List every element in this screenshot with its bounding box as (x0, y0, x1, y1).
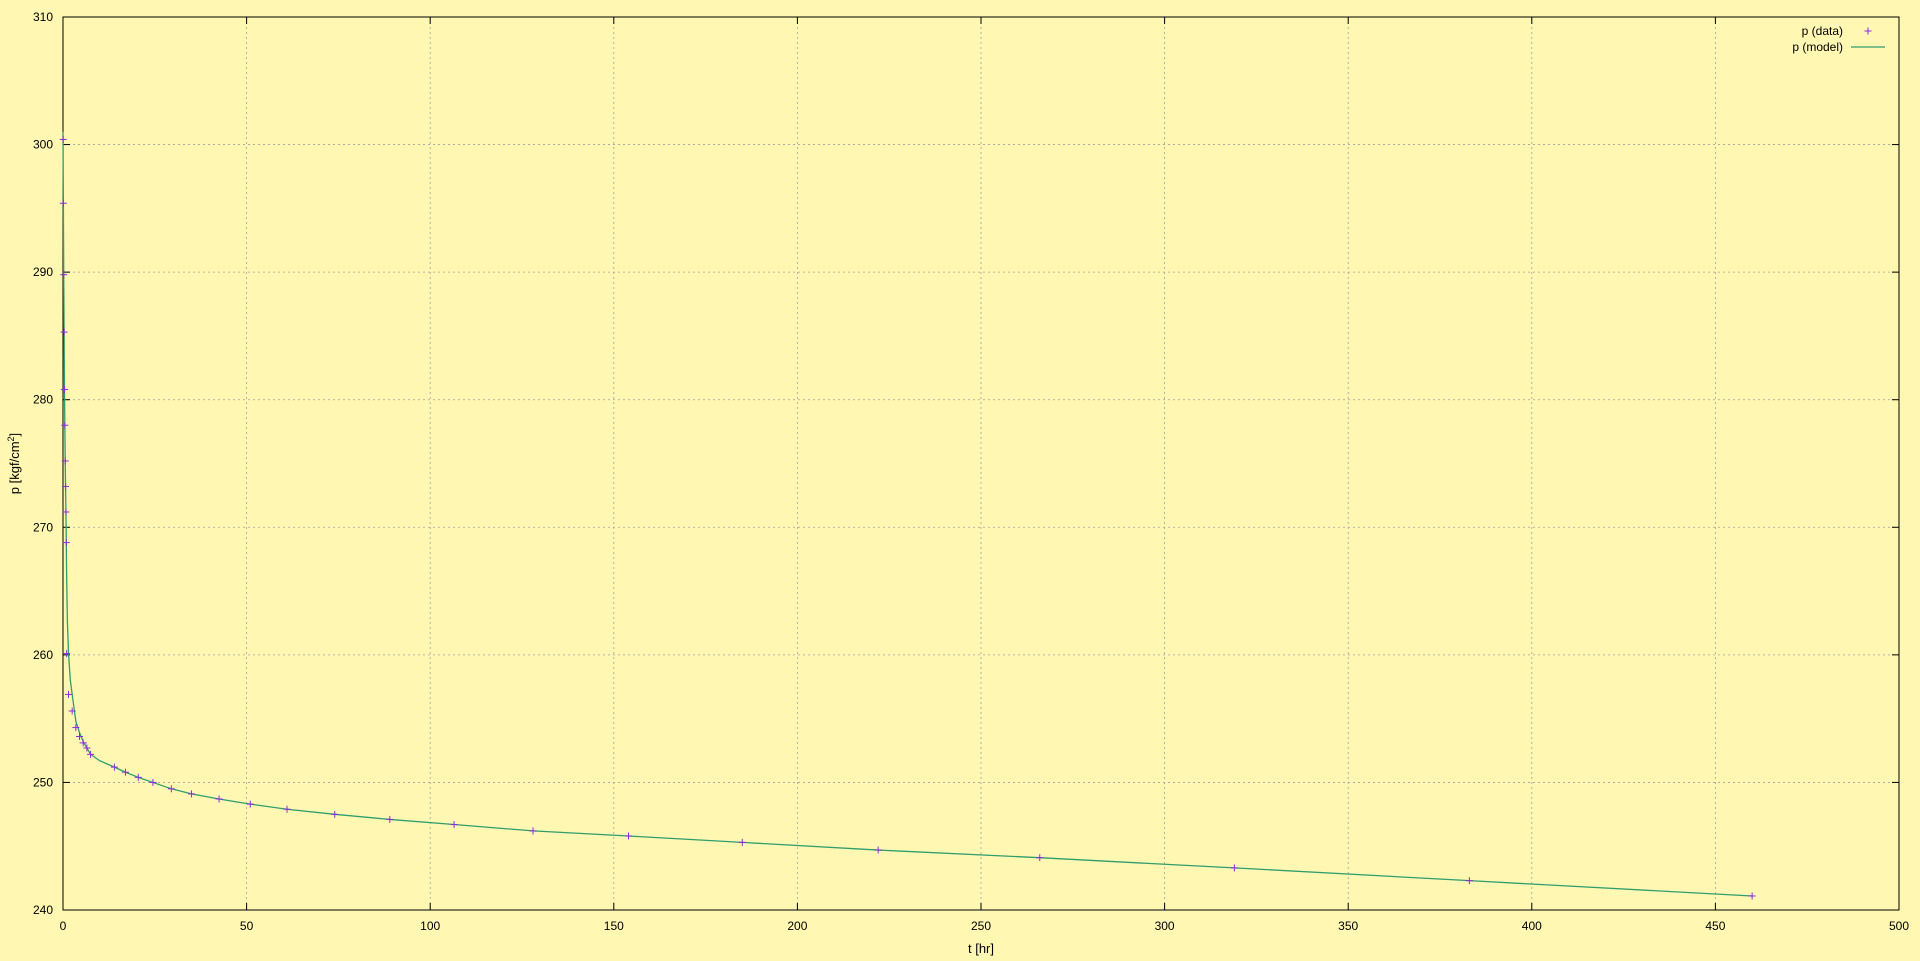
axis-ticks: 0 50 100 150 200 250 300 350 400 450 500 240 250 260 2… (33, 10, 1909, 933)
x-tick-label: 50 (240, 919, 254, 933)
data-point (1748, 892, 1756, 900)
y-tick-label: 280 (33, 393, 53, 407)
grid-lines (63, 17, 1899, 910)
data-point (529, 827, 537, 835)
data-point (61, 457, 69, 465)
x-tick-label: 100 (420, 919, 440, 933)
x-tick-label: 300 (1155, 919, 1175, 933)
y-tick-label: 290 (33, 265, 53, 279)
data-point (188, 790, 196, 798)
data-point (874, 846, 882, 854)
data-point (79, 739, 87, 747)
data-point (72, 724, 80, 732)
legend-key-data (1864, 27, 1872, 35)
data-point (134, 773, 142, 781)
data-point (1230, 864, 1238, 872)
data-point (60, 328, 68, 336)
data-point (65, 690, 73, 698)
x-tick-label: 400 (1522, 919, 1542, 933)
legend-label-data: p (data) (1802, 24, 1843, 38)
data-point (60, 271, 68, 279)
data-point (68, 707, 76, 715)
y-axis-label-superscript: 2 (6, 436, 16, 441)
x-tick-label: 0 (60, 919, 67, 933)
x-tick-label: 450 (1705, 919, 1725, 933)
y-tick-label: 300 (33, 138, 53, 152)
data-point (62, 482, 70, 490)
x-tick-label: 200 (787, 919, 807, 933)
y-tick-label: 240 (33, 903, 53, 917)
data-point (386, 815, 394, 823)
data-point (59, 135, 67, 143)
legend: p (data) p (model) (1792, 24, 1885, 54)
y-tick-label: 310 (33, 10, 53, 24)
model-series (62, 131, 1753, 897)
legend-label-model: p (model) (1792, 40, 1843, 54)
x-tick-label: 250 (971, 919, 991, 933)
y-tick-label: 270 (33, 520, 53, 534)
data-point (450, 821, 458, 829)
x-tick-label: 500 (1889, 919, 1909, 933)
data-point (62, 539, 70, 547)
data-point (76, 733, 84, 741)
data-point (59, 199, 67, 207)
data-point (167, 785, 175, 793)
model-line (62, 131, 1753, 897)
y-tick-label: 260 (33, 648, 53, 662)
data-point (738, 838, 746, 846)
data-point (83, 744, 91, 752)
y-tick-label: 250 (33, 775, 53, 789)
data-point (60, 386, 68, 394)
y-axis-label: p [kgf/cm2] (6, 433, 22, 494)
data-point (149, 778, 157, 786)
data-point (215, 795, 223, 803)
data-point (1036, 854, 1044, 862)
data-point (331, 810, 339, 818)
x-tick-label: 150 (604, 919, 624, 933)
data-point (121, 768, 129, 776)
y-axis-label-main: p [kgf/cm (7, 441, 22, 494)
data-point (61, 421, 69, 429)
data-series (59, 135, 1756, 900)
y-axis-label-end: ] (7, 433, 22, 437)
data-point (110, 763, 118, 771)
data-point (246, 800, 254, 808)
data-point (62, 508, 70, 516)
data-point (87, 750, 95, 758)
data-point (63, 650, 71, 658)
data-point (1465, 877, 1473, 885)
x-tick-label: 350 (1338, 919, 1358, 933)
x-axis-label: t [hr] (968, 941, 994, 956)
data-point (283, 805, 291, 813)
data-point (624, 832, 632, 840)
